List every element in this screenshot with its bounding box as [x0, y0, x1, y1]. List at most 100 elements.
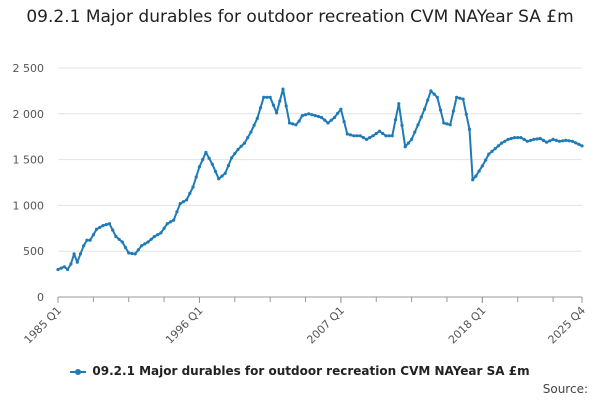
data-point[interactable]: [291, 122, 295, 126]
data-point[interactable]: [490, 149, 494, 153]
data-point[interactable]: [551, 137, 555, 141]
data-point[interactable]: [140, 244, 144, 248]
data-point[interactable]: [220, 174, 224, 178]
data-point[interactable]: [307, 112, 311, 116]
data-point[interactable]: [368, 136, 372, 140]
data-point[interactable]: [201, 158, 205, 162]
data-point[interactable]: [233, 152, 237, 156]
data-point[interactable]: [397, 102, 401, 106]
data-point[interactable]: [82, 244, 86, 248]
data-point[interactable]: [561, 139, 565, 143]
data-point[interactable]: [69, 262, 73, 266]
data-point[interactable]: [451, 109, 455, 113]
data-point[interactable]: [175, 210, 179, 214]
data-point[interactable]: [448, 123, 452, 127]
data-point[interactable]: [471, 178, 475, 182]
data-point[interactable]: [249, 130, 253, 134]
data-point[interactable]: [159, 231, 163, 235]
data-point[interactable]: [500, 141, 504, 145]
data-point[interactable]: [577, 142, 581, 146]
data-point[interactable]: [320, 115, 324, 120]
legend[interactable]: 09.2.1 Major durables for outdoor recrea…: [0, 364, 600, 378]
data-point[interactable]: [532, 137, 536, 141]
data-point[interactable]: [435, 95, 439, 99]
data-point[interactable]: [410, 137, 414, 141]
data-point[interactable]: [580, 144, 584, 148]
data-point[interactable]: [246, 136, 250, 140]
data-point[interactable]: [72, 252, 76, 256]
data-point[interactable]: [455, 95, 459, 99]
data-point[interactable]: [162, 226, 166, 230]
data-point[interactable]: [445, 122, 449, 126]
data-point[interactable]: [207, 156, 211, 160]
data-point[interactable]: [303, 113, 308, 117]
data-point[interactable]: [371, 134, 375, 138]
data-point[interactable]: [377, 129, 382, 133]
data-point[interactable]: [242, 141, 247, 145]
data-point[interactable]: [91, 233, 95, 237]
data-point[interactable]: [567, 139, 571, 143]
data-point[interactable]: [355, 134, 359, 138]
data-point[interactable]: [281, 87, 285, 91]
data-point[interactable]: [258, 106, 263, 110]
data-point[interactable]: [59, 266, 63, 270]
data-point[interactable]: [226, 164, 230, 168]
data-point[interactable]: [381, 131, 385, 136]
data-point[interactable]: [474, 174, 478, 178]
data-point[interactable]: [120, 240, 124, 244]
data-point[interactable]: [204, 150, 208, 154]
data-point[interactable]: [143, 242, 147, 246]
data-point[interactable]: [107, 222, 111, 226]
data-point[interactable]: [329, 118, 333, 122]
data-point[interactable]: [284, 104, 288, 108]
data-point[interactable]: [477, 169, 481, 173]
data-point[interactable]: [156, 233, 160, 237]
data-point[interactable]: [191, 185, 195, 189]
data-point[interactable]: [336, 111, 340, 115]
data-point[interactable]: [525, 139, 529, 143]
data-point[interactable]: [278, 99, 282, 103]
data-point[interactable]: [509, 136, 513, 141]
data-point[interactable]: [300, 114, 304, 118]
data-point[interactable]: [426, 98, 430, 102]
data-point[interactable]: [554, 138, 558, 142]
data-point[interactable]: [62, 265, 66, 269]
data-point[interactable]: [268, 95, 272, 99]
data-point[interactable]: [439, 108, 443, 112]
data-point[interactable]: [339, 107, 343, 111]
data-point[interactable]: [538, 136, 542, 141]
data-point[interactable]: [416, 123, 420, 127]
data-point[interactable]: [252, 123, 256, 127]
data-point[interactable]: [480, 164, 484, 168]
data-point[interactable]: [403, 145, 407, 149]
data-point[interactable]: [442, 121, 446, 125]
data-point[interactable]: [117, 237, 121, 241]
data-point[interactable]: [461, 97, 465, 101]
data-point[interactable]: [127, 251, 131, 255]
data-point[interactable]: [271, 103, 275, 107]
data-point[interactable]: [95, 227, 99, 231]
data-point[interactable]: [574, 141, 578, 145]
data-point[interactable]: [326, 121, 330, 125]
data-point[interactable]: [390, 134, 394, 138]
data-point[interactable]: [114, 234, 118, 239]
data-point[interactable]: [422, 107, 427, 111]
data-point[interactable]: [432, 92, 436, 96]
data-point[interactable]: [323, 118, 327, 122]
data-point[interactable]: [512, 136, 517, 140]
data-point[interactable]: [352, 134, 356, 138]
data-point[interactable]: [361, 136, 365, 140]
data-point[interactable]: [557, 139, 562, 143]
data-point[interactable]: [275, 111, 279, 115]
data-point[interactable]: [406, 141, 410, 145]
data-point[interactable]: [541, 138, 546, 142]
data-point[interactable]: [101, 224, 105, 228]
data-point[interactable]: [165, 222, 169, 226]
data-point[interactable]: [429, 89, 433, 93]
data-point[interactable]: [178, 202, 182, 206]
data-point[interactable]: [384, 134, 388, 138]
data-point[interactable]: [104, 223, 108, 227]
data-point[interactable]: [194, 175, 198, 179]
data-point[interactable]: [458, 96, 462, 100]
data-point[interactable]: [133, 252, 137, 256]
